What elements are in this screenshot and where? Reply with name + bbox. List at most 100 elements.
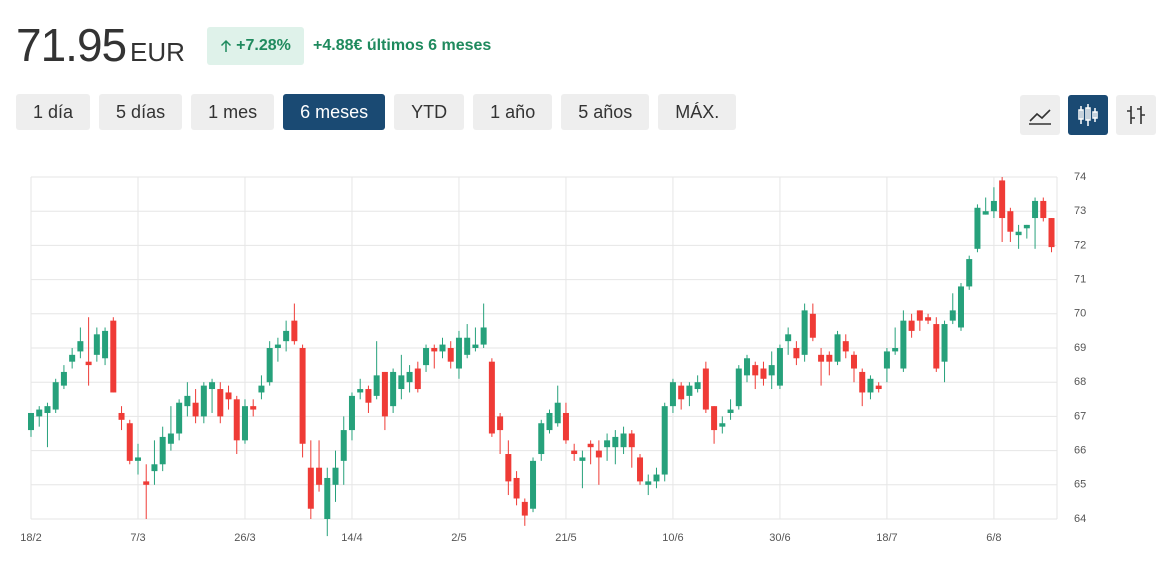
candle-body: [1023, 224, 1030, 229]
candle-body: [241, 406, 248, 441]
candle-body: [785, 334, 792, 342]
candle-body: [324, 477, 331, 519]
range-button[interactable]: 1 año: [473, 94, 553, 130]
candle-body: [497, 416, 504, 431]
candle-body: [686, 385, 693, 396]
candle-body: [818, 354, 825, 362]
candle-body: [982, 211, 989, 215]
candle-body: [143, 481, 150, 485]
range-button[interactable]: MÁX.: [658, 94, 737, 130]
y-tick-label: 69: [1074, 342, 1086, 354]
candle-chart-button[interactable]: [1068, 95, 1108, 135]
candle-body: [77, 341, 84, 352]
candle-body: [406, 371, 413, 383]
range-button[interactable]: 6 meses: [283, 94, 386, 130]
range-button[interactable]: 5 años: [561, 94, 650, 130]
y-tick-label: 72: [1074, 239, 1086, 251]
candle-body: [93, 334, 100, 355]
y-tick-label: 74: [1074, 171, 1086, 183]
candle-body: [875, 385, 882, 390]
candle-body: [587, 443, 594, 448]
candle-body: [36, 409, 43, 417]
candle-body: [1048, 218, 1055, 248]
candle-body: [184, 395, 191, 407]
x-tick-label: 6/8: [986, 532, 1001, 544]
candle-body: [604, 440, 611, 448]
candle-body: [908, 320, 915, 331]
range-button[interactable]: 1 día: [16, 94, 91, 130]
candle-body: [316, 467, 323, 485]
candle-body: [373, 375, 380, 396]
candle-body: [711, 406, 718, 431]
candle-body: [620, 433, 627, 448]
candle-body: [167, 433, 174, 444]
candle-body: [151, 464, 158, 472]
candle-body: [1032, 200, 1039, 219]
range-button[interactable]: YTD: [394, 94, 465, 130]
candle-body: [357, 389, 364, 393]
candle-body: [892, 348, 899, 352]
candle-body: [974, 207, 981, 249]
candle-body: [571, 450, 578, 455]
candle-body: [612, 436, 619, 448]
candle-body: [340, 430, 347, 461]
range-button[interactable]: 5 días: [99, 94, 183, 130]
x-tick-label: 7/3: [130, 532, 145, 544]
candle-body: [645, 481, 652, 485]
candle-body: [488, 361, 495, 434]
candle-body: [126, 423, 133, 461]
candle-body: [225, 392, 232, 400]
candle-body: [233, 399, 240, 441]
change-pct: +7.28%: [236, 37, 291, 54]
candle-body: [447, 348, 454, 362]
candle-body: [735, 368, 742, 407]
candle-body: [332, 467, 339, 485]
candle-body: [653, 474, 660, 482]
candle-body: [727, 409, 734, 413]
y-tick-label: 73: [1074, 205, 1086, 217]
x-tick-label: 18/2: [20, 532, 41, 544]
candle-body: [637, 457, 644, 482]
candle-body: [999, 180, 1006, 219]
candle-body: [867, 378, 874, 393]
candle-body: [776, 348, 783, 386]
candle-body: [464, 337, 471, 355]
candle-body: [941, 324, 948, 362]
candle-body: [883, 351, 890, 369]
line-icon: [1029, 109, 1051, 125]
candle-body: [546, 412, 553, 431]
change-badge: +7.28%: [207, 27, 304, 65]
candle-body: [52, 382, 59, 410]
candle-body: [381, 371, 388, 417]
candle-body: [455, 337, 462, 369]
candle-body: [505, 454, 512, 482]
y-tick-label: 64: [1074, 513, 1086, 525]
bar-icon: [1127, 106, 1145, 124]
candle-body: [809, 313, 816, 338]
candle-body: [28, 412, 34, 431]
bar-chart-button[interactable]: [1116, 95, 1156, 135]
y-tick-label: 66: [1074, 445, 1086, 457]
x-tick-label: 10/6: [662, 532, 683, 544]
candle-body: [209, 382, 216, 390]
candle-body: [1040, 200, 1047, 219]
candle-body: [842, 341, 849, 352]
candle-body: [513, 477, 520, 499]
y-tick-label: 68: [1074, 376, 1086, 388]
range-buttons: 1 día 5 días 1 mes 6 meses YTD 1 año 5 años MÁX…: [16, 94, 737, 130]
candle-body: [283, 330, 290, 342]
candle-body: [44, 406, 51, 413]
candle-body: [595, 450, 602, 458]
candle-icon: [1078, 104, 1098, 126]
candle-body: [925, 317, 932, 321]
candle-body: [949, 310, 956, 321]
candle-body: [859, 371, 866, 393]
range-button[interactable]: 1 mes: [191, 94, 275, 130]
line-chart-button[interactable]: [1020, 95, 1060, 135]
candle-body: [134, 457, 141, 461]
candle-body: [530, 460, 537, 509]
candle-body: [834, 334, 841, 362]
price: 71.95: [16, 19, 127, 71]
candle-body: [990, 200, 997, 212]
candle-body: [719, 423, 726, 427]
